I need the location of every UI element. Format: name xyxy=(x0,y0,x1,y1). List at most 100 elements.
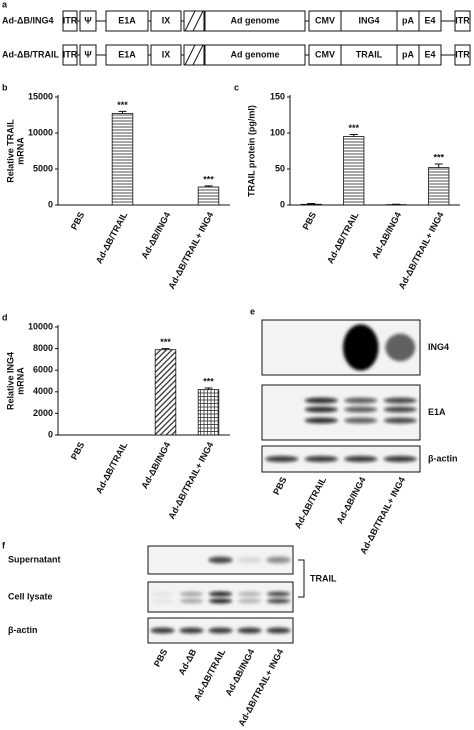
x-tick-label: Ad-ΔB/TRAIL+ ING4 xyxy=(166,440,215,520)
blot-frame xyxy=(147,581,294,613)
y-tick-label: 0 xyxy=(48,429,53,439)
band xyxy=(150,598,175,604)
y-tick-label: 15000 xyxy=(28,91,53,101)
bar xyxy=(111,113,134,206)
y-axis-label: mRNA xyxy=(15,367,25,395)
segment-label: CMV xyxy=(315,49,335,59)
segment-box xyxy=(62,10,78,32)
band xyxy=(265,455,299,463)
segment-label: E1A xyxy=(118,15,136,25)
y-axis-label: mRNA xyxy=(15,137,25,165)
segment-box xyxy=(204,10,306,32)
lane-label: Ad-ΔB/ING4 xyxy=(335,475,368,525)
segment-label: ITR xyxy=(63,49,78,59)
significance-label: *** xyxy=(203,376,214,386)
x-tick-label: Ad-ΔB/TRAIL xyxy=(94,440,130,495)
band xyxy=(179,627,204,634)
band xyxy=(344,397,378,404)
segment-box xyxy=(454,44,471,66)
band xyxy=(179,598,204,604)
lane-label: Ad-ΔB/TRAIL+ ING4 xyxy=(358,475,407,555)
panel-label: e xyxy=(250,306,255,316)
break-slash xyxy=(184,44,196,66)
band xyxy=(266,627,291,634)
segment-label: Ad genome xyxy=(230,15,279,25)
segment-label: E1A xyxy=(118,49,136,59)
segment-box xyxy=(204,44,306,66)
y-tick-label: 5000 xyxy=(33,163,53,173)
error-bar xyxy=(161,348,170,350)
segment-label: ING4 xyxy=(358,15,379,25)
segment-label: IX xyxy=(162,49,171,59)
segment-box xyxy=(105,10,149,32)
bar xyxy=(197,389,220,436)
y-tick-label: 10000 xyxy=(28,321,53,331)
significance-label: *** xyxy=(203,174,214,184)
lane-label: Ad-ΔB/ING4 xyxy=(223,647,256,697)
band xyxy=(237,591,262,597)
x-tick-label: Ad-ΔB/ING4 xyxy=(139,210,172,260)
segment-box xyxy=(150,44,182,66)
band xyxy=(304,397,338,404)
blot-row-label: Supernatant xyxy=(8,554,61,564)
y-tick-label: 8000 xyxy=(33,343,53,353)
significance-label: *** xyxy=(117,100,128,110)
y-tick-label: 2000 xyxy=(33,408,53,418)
band xyxy=(179,591,204,597)
band xyxy=(237,627,262,634)
segment-label: Ad genome xyxy=(230,49,279,59)
band xyxy=(208,591,233,597)
segment-box xyxy=(105,44,149,66)
panel-label: c xyxy=(234,82,239,92)
significance-label: *** xyxy=(160,337,171,347)
segment-label: ITR xyxy=(63,15,78,25)
band xyxy=(344,455,378,463)
band xyxy=(383,406,417,413)
band xyxy=(150,627,175,634)
blot-frame xyxy=(261,384,421,441)
blot-row-label: β-actin xyxy=(8,625,38,635)
blot-row-label: β-actin xyxy=(428,453,458,463)
y-tick-label: 0 xyxy=(48,199,53,209)
bar xyxy=(154,349,177,436)
segment-box xyxy=(150,10,182,32)
band xyxy=(383,455,417,463)
segment-box xyxy=(418,10,442,32)
x-tick-label: Ad-ΔB/TRAIL+ ING4 xyxy=(397,210,446,290)
blot-row-label: ING4 xyxy=(428,342,449,352)
y-tick-label: 4000 xyxy=(33,386,53,396)
segment-label: ITR xyxy=(455,15,470,25)
break xyxy=(183,44,205,66)
segment-box xyxy=(79,44,97,66)
band xyxy=(304,417,338,424)
x-tick-label: Ad-ΔB/TRAIL xyxy=(325,210,361,265)
y-tick-label: 100 xyxy=(270,127,285,137)
segment-box xyxy=(454,10,471,32)
band xyxy=(266,591,291,597)
lane-label: Ad-ΔB/TRAIL xyxy=(192,647,228,702)
significance-label: *** xyxy=(433,152,444,162)
segment-box xyxy=(79,10,97,32)
construct-name: Ad-ΔB/TRAIL xyxy=(2,49,59,59)
band xyxy=(150,591,175,597)
y-tick-label: 150 xyxy=(270,91,285,101)
bracket xyxy=(298,559,305,598)
band xyxy=(208,556,233,564)
band xyxy=(208,627,233,634)
bar xyxy=(300,203,322,206)
lane-label: PBS xyxy=(271,475,289,496)
bar xyxy=(197,186,220,206)
y-axis-label: Relative ING4 xyxy=(5,352,15,410)
lane-label: Ad-ΔB/TRAIL xyxy=(293,475,329,530)
y-tick-label: 50 xyxy=(275,163,285,173)
panel-label: f xyxy=(2,540,6,550)
segment-label: ITR xyxy=(455,49,470,59)
break-slash xyxy=(192,44,204,66)
segment-box xyxy=(62,44,78,66)
x-tick-label: PBS xyxy=(69,440,87,461)
band xyxy=(344,406,378,413)
error-bar xyxy=(307,203,316,205)
panel-label: a xyxy=(2,0,8,9)
lane-label: PBS xyxy=(152,647,170,668)
error-bar xyxy=(349,133,358,137)
